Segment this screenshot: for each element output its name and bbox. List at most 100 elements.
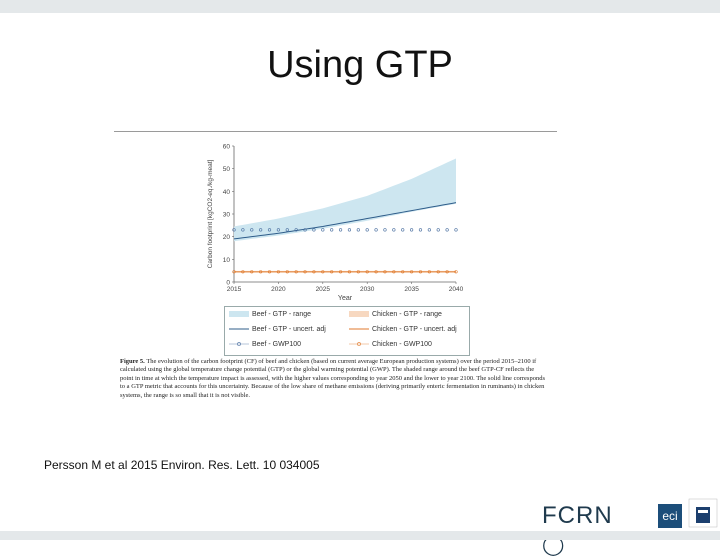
chicken-gwp100-point [347,270,352,274]
legend-item: Chicken - GWP100 [349,340,432,348]
legend-swatch [349,342,369,346]
eci-logo: eci [658,504,682,528]
legend-label: Beef - GWP100 [252,340,302,348]
x-axis-label: Year [338,295,353,302]
beef-gwp100-point [427,228,431,232]
y-tick-label: 60 [223,144,231,151]
beef-gwp100-point [285,228,289,232]
y-tick-label: 30 [223,212,231,219]
chicken-gwp100-point [232,270,236,274]
chicken-gwp100-point [365,270,369,274]
chicken-gwp100-point [436,270,440,274]
x-tick-label: 2020 [271,286,286,293]
chicken-gwp100-point [401,270,405,274]
citation-text: Persson M et al 2015 Environ. Res. Lett.… [44,458,320,472]
y-tick-label: 10 [223,257,231,264]
x-tick-label: 2025 [316,286,331,293]
fcrn-logo-text: FCRN [542,502,613,529]
chicken-gwp100-point [321,270,325,274]
chicken-gwp100-point [312,270,316,274]
legend-label: Chicken - GTP - uncert. adj [372,325,457,333]
beef-gwp100-point [347,228,352,232]
beef-gwp100-point [303,228,307,232]
fcrn-logo: FCRN ◯ [542,502,613,558]
chicken-gwp100-point [267,270,272,274]
y-tick-label: 20 [223,234,231,241]
beef-gwp100-point [401,228,405,232]
legend-item: Chicken - GTP - uncert. adj [349,325,457,333]
legend-swatch [229,311,249,317]
beef-gwp100-point [267,228,272,232]
chicken-gwp100-point [259,270,263,274]
legend-swatch [349,311,369,317]
beef-gwp100-point [294,228,298,232]
legend-label: Chicken - GWP100 [372,340,432,348]
chicken-gwp100-point [294,270,298,274]
figure-caption-text: The evolution of the carbon footprint (C… [120,358,545,399]
beef-gwp100-point [276,228,280,232]
beef-gwp100-point [410,228,414,232]
beef-gwp100-point [241,228,245,232]
chicken-gwp100-point [410,270,414,274]
chicken-gwp100-point [383,270,387,274]
beef-gtp-line [233,202,457,240]
top-border-bar [0,0,720,13]
x-tick-label: 2015 [227,286,242,293]
beef-gwp100-point [356,228,360,232]
chicken-gwp100-point [241,270,245,274]
beef-gwp100-point [259,228,263,232]
oxford-crest-icon [688,498,718,528]
beef-gwp100-point [436,228,440,232]
legend-label: Beef - GTP - range [252,310,312,318]
beef-gwp100-point [374,228,378,232]
chicken-gwp100-point [427,270,431,274]
legend-item: Chicken - GTP - range [349,310,442,318]
beef-gwp100-point [383,228,387,232]
bottom-border-bar [0,531,720,540]
beef-gwp100-point [232,228,236,232]
beef-gwp100-point [321,228,325,232]
figure-caption-label: Figure 5. [120,358,145,365]
x-tick-label: 2040 [449,286,464,293]
beef-gwp100-point [454,228,458,232]
beef-gwp100-point [445,228,449,232]
slide-title: Using GTP [267,44,453,86]
y-tick-label: 40 [223,189,231,196]
legend-item: Beef - GWP100 [229,340,301,348]
chicken-gwp100-point [418,270,423,274]
oxford-logo [688,498,718,528]
legend-label: Chicken - GTP - range [372,310,442,318]
chicken-gwp100-point [250,270,254,274]
beef-gwp100-point [338,228,343,232]
figure-caption: Figure 5. The evolution of the carbon fo… [120,358,548,400]
legend-item: Beef - GTP - uncert. adj [229,325,326,333]
chart-legend: Beef - GTP - range Beef - GTP - uncert. a… [224,306,470,356]
beef-gwp100-point [418,228,423,232]
legend-swatch [229,328,249,330]
legend-swatch [229,342,249,346]
chicken-gwp100-point [392,270,396,274]
chicken-gwp100-point [338,270,343,274]
legend-label: Beef - GTP - uncert. adj [252,325,326,333]
beef-gwp100-point [312,228,316,232]
y-tick-label: 0 [226,280,230,287]
divider-line [114,131,557,132]
chicken-gwp100-point [445,270,449,274]
x-tick-label: 2030 [360,286,375,293]
beef-gwp100-point [330,228,334,232]
legend-swatch [349,328,369,330]
chicken-gwp100-point [330,270,334,274]
chicken-gwp100-point [276,270,280,274]
beef-gwp100-point [250,228,254,232]
beef-gwp100-point [392,228,396,232]
y-tick-label: 50 [223,166,231,173]
chicken-gwp100-point [303,270,307,274]
chicken-gwp100-point [356,270,360,274]
x-tick-label: 2035 [404,286,419,293]
chicken-gwp100-point [285,270,289,274]
beef-gwp100-point [365,228,369,232]
chicken-gwp100-point [374,270,378,274]
chicken-gwp100-point [454,270,458,274]
beef-gtp-range-area [234,158,456,242]
